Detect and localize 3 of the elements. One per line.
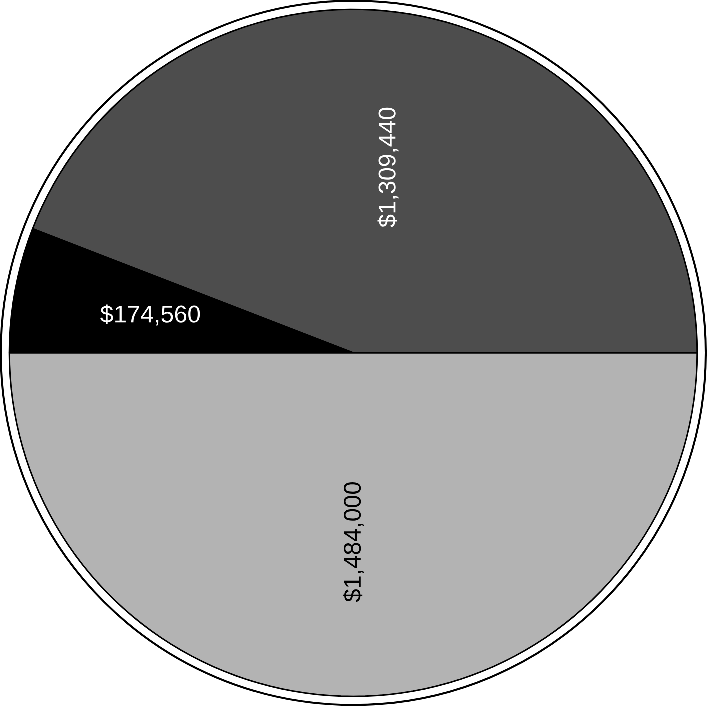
data-label: $174,560 [100, 304, 200, 326]
data-label: $1,484,000 [343, 482, 364, 602]
data-label: $1,309,440 [378, 108, 399, 228]
